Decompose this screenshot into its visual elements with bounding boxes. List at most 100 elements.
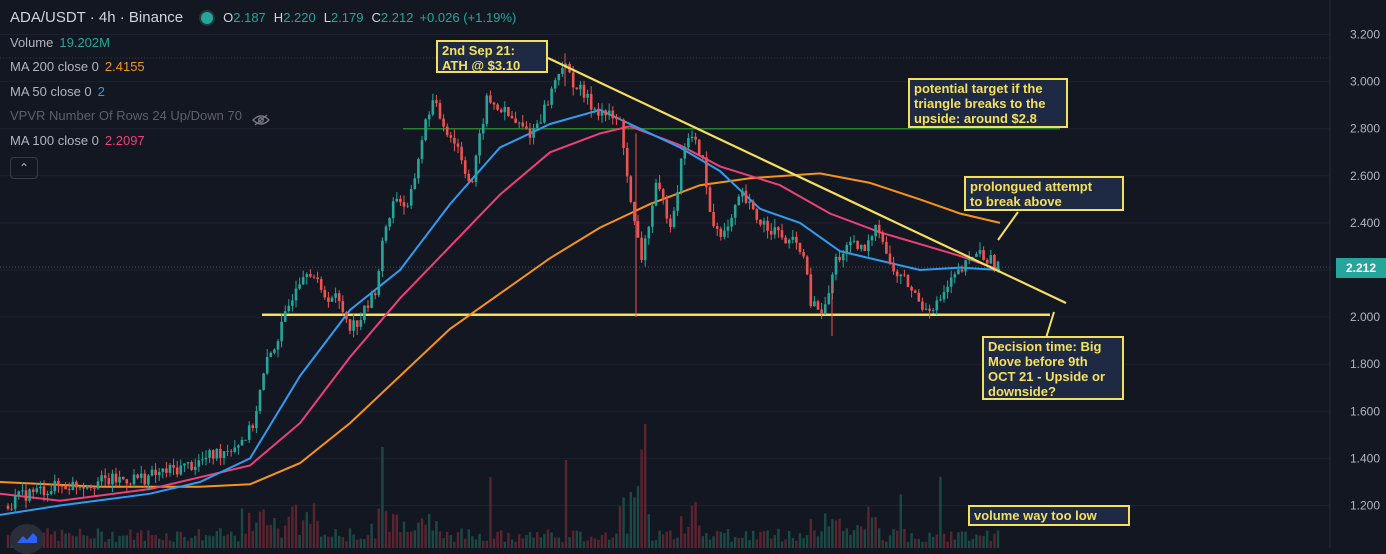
candle-body: [715, 226, 719, 229]
ma200-line[interactable]: [0, 172, 1001, 488]
volume-bar: [874, 516, 877, 548]
indicator-volume[interactable]: Volume 19.202M: [10, 31, 516, 56]
volume-bar: [719, 531, 722, 548]
volume-bar: [485, 540, 488, 548]
annotation-volume[interactable]: volume way too low: [968, 505, 1130, 526]
volume-bar: [586, 540, 589, 548]
annotation-attempt[interactable]: prolongued attempt to break above: [964, 176, 1124, 211]
volume-bar: [669, 530, 672, 548]
candle-body: [211, 450, 215, 459]
volume-bar: [564, 459, 568, 548]
descending-trendline[interactable]: [547, 57, 1067, 304]
candle-body: [679, 158, 683, 192]
volume-bar: [140, 530, 143, 548]
volume-bar: [770, 538, 773, 548]
decision-pointer-line: [1045, 311, 1055, 339]
candle-body: [330, 297, 334, 302]
candle-body: [395, 198, 399, 202]
volume-bar: [302, 520, 305, 548]
candle-body: [359, 320, 363, 327]
candle-body: [913, 290, 917, 293]
volume-bar: [744, 531, 748, 548]
ma50-line[interactable]: [0, 108, 1001, 516]
volume-bar: [438, 531, 442, 548]
volume-bar: [795, 540, 798, 548]
candle-body: [643, 238, 647, 261]
price-tick-label: 1.600: [1350, 404, 1380, 418]
tradingview-logo-icon[interactable]: [10, 524, 44, 554]
volume-bar: [208, 535, 211, 548]
volume-bar: [50, 534, 53, 548]
volume-bar: [510, 539, 514, 548]
candle-body: [978, 250, 982, 254]
candle-body: [496, 104, 499, 110]
volume-bar: [258, 511, 262, 548]
current-price-label: 2.212: [1336, 258, 1386, 278]
indicator-value: 19.202M: [59, 34, 110, 50]
candle-body: [708, 187, 712, 212]
volume-bar: [471, 536, 474, 548]
candle-body: [525, 126, 528, 129]
volume-bar: [813, 530, 816, 548]
candle-body: [60, 485, 64, 487]
candle-body: [190, 462, 193, 470]
candle-body: [521, 122, 525, 127]
volume-bar: [860, 526, 863, 548]
candle-body: [629, 176, 633, 203]
volume-bar: [194, 535, 197, 548]
volume-bar: [579, 531, 582, 548]
indicator-ma50[interactable]: MA 50 close 0 2: [10, 80, 516, 105]
volume-bar: [226, 534, 229, 548]
volume-bar: [561, 541, 564, 548]
annotation-ath[interactable]: 2nd Sep 21: ATH @ $3.10: [436, 40, 548, 73]
candle-body: [485, 95, 489, 124]
volume-bar: [680, 516, 683, 548]
volume-bar: [294, 504, 298, 548]
hidden-eye-icon[interactable]: [252, 110, 270, 126]
candle-body: [924, 308, 928, 310]
symbol-title[interactable]: ADA/USDT · 4h · Binance: [10, 9, 184, 27]
price-tick-label: 3.200: [1350, 28, 1380, 42]
indicator-vpvr[interactable]: VPVR Number Of Rows 24 Up/Down 70: [10, 104, 516, 129]
volume-bar: [107, 538, 110, 548]
volume-bar: [518, 534, 521, 548]
indicator-ma200[interactable]: MA 200 close 0 2.4155: [10, 55, 516, 80]
volume-bar: [71, 535, 74, 548]
candle-body: [424, 119, 427, 141]
volume-bar: [366, 535, 370, 548]
candle-body: [10, 508, 13, 510]
volume-bar: [287, 516, 290, 548]
volume-bar: [53, 531, 56, 548]
volume-bar: [939, 476, 942, 548]
volume-bar: [312, 503, 316, 548]
ma100-line[interactable]: [0, 125, 1001, 502]
volume-bar: [168, 540, 172, 548]
candle-body: [348, 319, 352, 331]
candle-body: [593, 108, 597, 110]
volume-bar: [388, 531, 391, 548]
volume-bar: [377, 508, 380, 548]
candle-body: [57, 480, 60, 486]
candle-body: [982, 250, 985, 260]
candle-body: [769, 230, 773, 235]
volume-bar: [309, 523, 312, 548]
indicator-ma100[interactable]: MA 100 close 0 2.2097: [10, 129, 516, 154]
candle-body: [672, 210, 676, 227]
volume-bar: [370, 523, 373, 548]
volume-bar: [435, 520, 438, 548]
candle-body: [240, 439, 244, 446]
candle-body: [53, 480, 57, 492]
annotation-target[interactable]: potential target if the triangle breaks …: [908, 78, 1068, 128]
candle-body: [773, 227, 777, 235]
candle-body: [219, 449, 222, 458]
volume-bar: [982, 536, 985, 548]
volume-bar: [82, 535, 85, 548]
annotation-decision[interactable]: Decision time: Big Move before 9th OCT 2…: [982, 336, 1124, 400]
candle-body: [874, 224, 877, 237]
candle-body: [89, 486, 93, 488]
collapse-legend-button[interactable]: ⌃: [10, 157, 38, 179]
volume-bar: [338, 535, 341, 548]
volume-bar: [543, 533, 546, 548]
volume-bar: [734, 537, 737, 548]
